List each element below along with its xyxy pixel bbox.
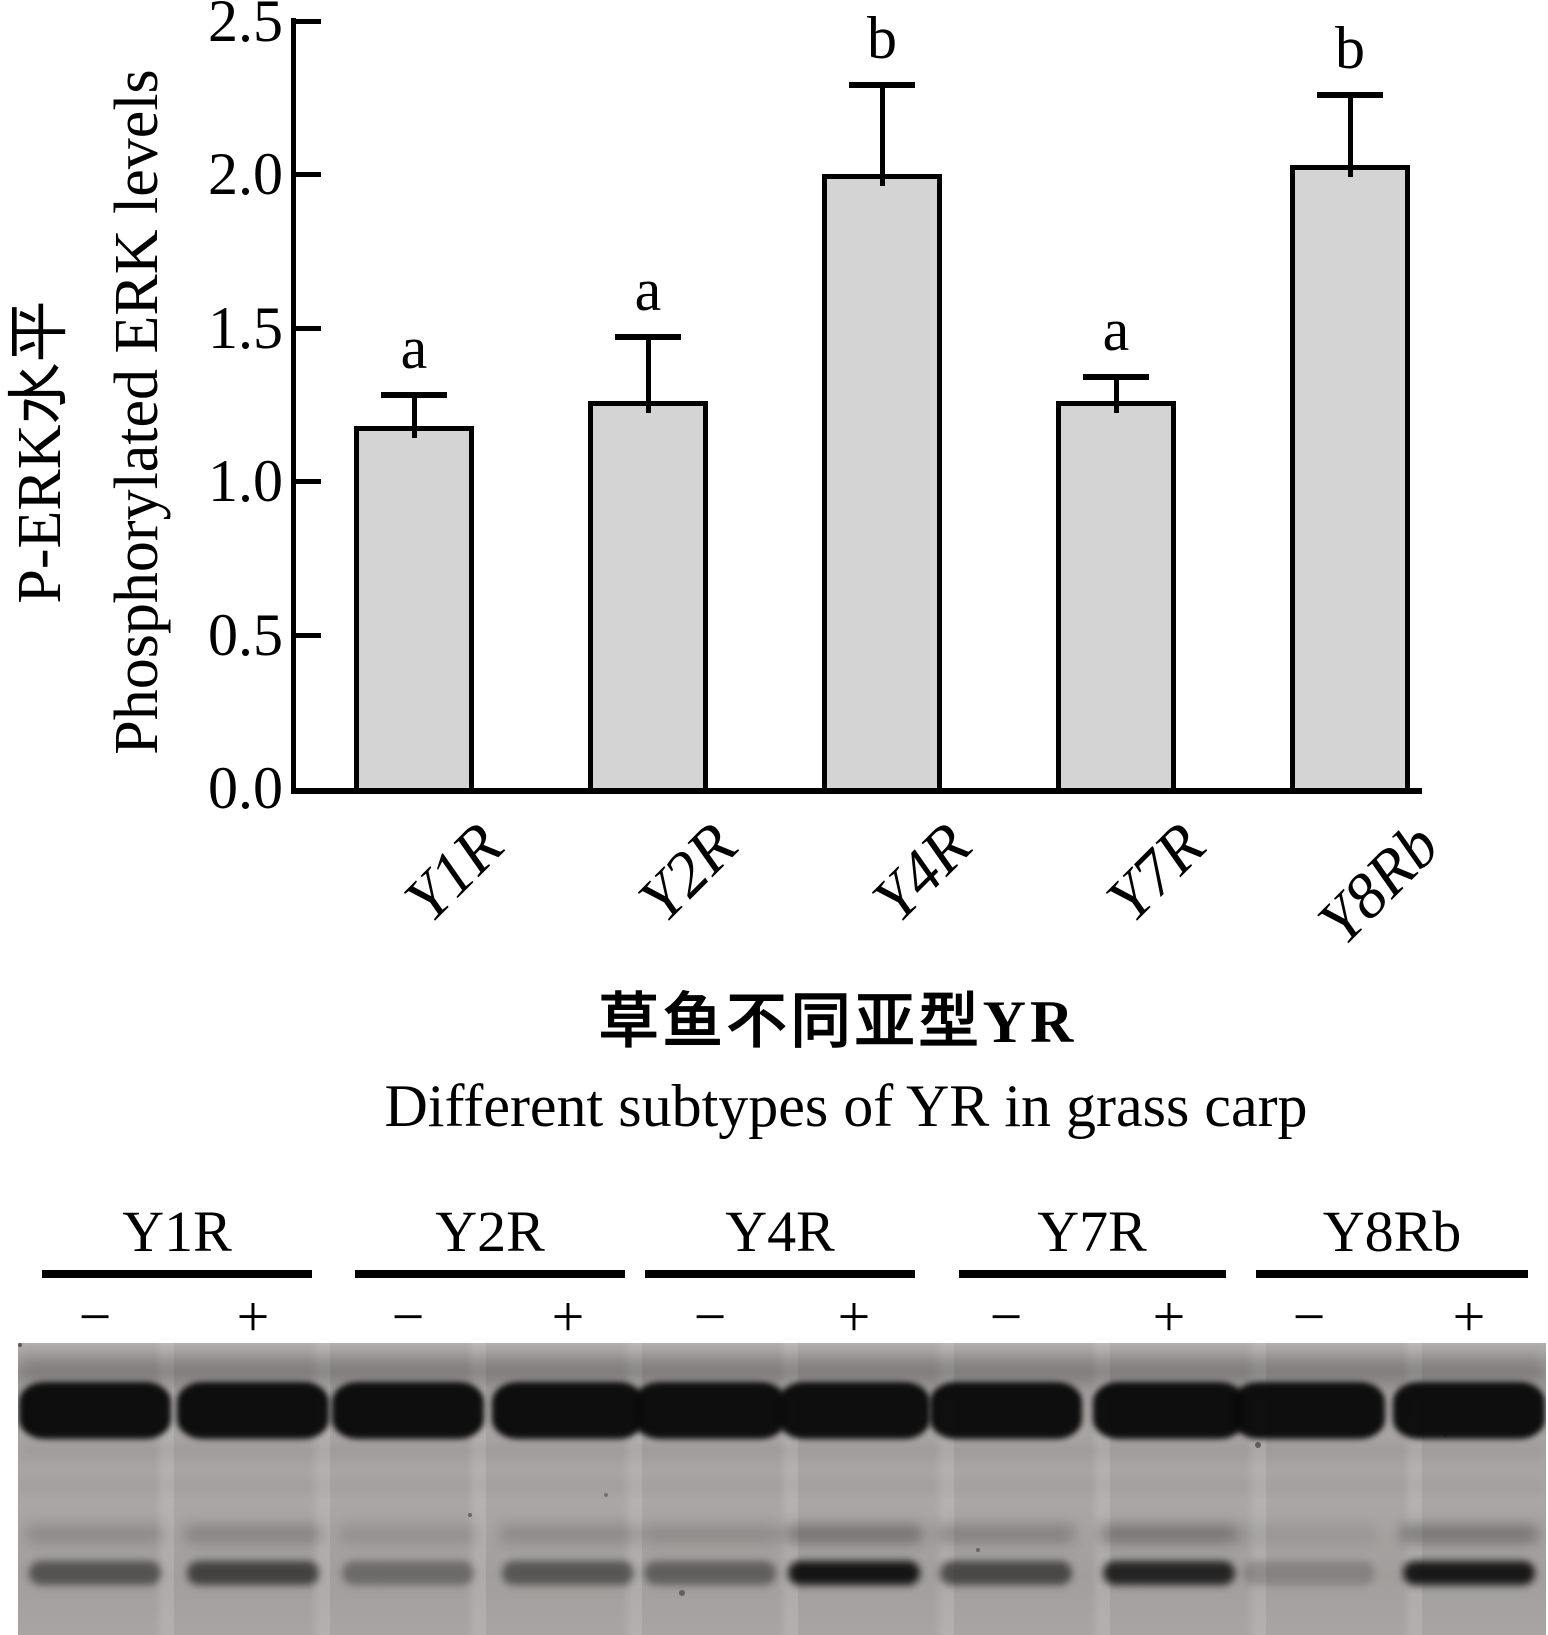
- blot-group-label-Y4R: Y4R: [725, 1199, 835, 1264]
- error-bar-stem-Y7R: [1114, 377, 1119, 414]
- blot-group-underline-Y1R: [42, 1270, 312, 1278]
- total-erk-band-Y4R-minus: [634, 1382, 786, 1439]
- lane-condition-sign-Y1R-plus: +: [236, 1284, 270, 1349]
- x-axis-line: [291, 788, 1422, 794]
- error-bar-stem-Y8Rb: [1348, 95, 1353, 178]
- p-erk-band-Y7R-plus: [1103, 1561, 1235, 1585]
- error-bar-cap-Y4R: [849, 82, 915, 89]
- total-erk-band-Y8Rb-minus: [1233, 1382, 1385, 1439]
- significance-letter-Y1R: a: [400, 315, 428, 382]
- blot-group-label-Y1R: Y1R: [122, 1199, 232, 1264]
- blot-top-smear: [18, 1357, 1546, 1383]
- y-axis-line: [291, 18, 296, 794]
- lane-condition-sign-Y7R-minus: −: [989, 1284, 1023, 1349]
- total-erk-band-Y2R-minus: [332, 1382, 484, 1439]
- y-tick-label-0.0: 0.0: [208, 755, 283, 821]
- lane-smear-Y7R-plus: [1099, 1525, 1239, 1543]
- lane-smear-Y8Rb-plus: [1399, 1525, 1539, 1543]
- blot-group-underline-Y7R: [959, 1270, 1226, 1278]
- lane-condition-sign-Y2R-minus: −: [391, 1284, 425, 1349]
- y-tick-label-1.0: 1.0: [208, 448, 283, 515]
- p-erk-band-Y4R-minus: [644, 1561, 776, 1585]
- error-bar-cap-Y7R: [1083, 373, 1149, 380]
- x-tick-label-Y1R: Y1R: [390, 809, 517, 935]
- total-erk-band-Y7R-plus: [1093, 1382, 1245, 1439]
- lane-condition-sign-Y8Rb-minus: −: [1292, 1284, 1326, 1349]
- total-erk-band-Y1R-plus: [177, 1382, 329, 1439]
- p-erk-band-Y2R-minus: [342, 1561, 474, 1585]
- p-erk-band-Y2R-plus: [502, 1561, 634, 1585]
- lane-smear-Y2R-minus: [338, 1525, 478, 1543]
- significance-letter-Y4R: b: [867, 5, 897, 72]
- y-tick-label-2.5: 2.5: [208, 0, 283, 54]
- lane-smear-Y7R-minus: [936, 1525, 1076, 1543]
- blot-group-underline-Y2R: [355, 1270, 625, 1278]
- significance-letter-Y7R: a: [1102, 296, 1130, 363]
- bar-Y8Rb: [1290, 165, 1410, 793]
- blot-group-label-Y8Rb: Y8Rb: [1322, 1199, 1462, 1264]
- error-bar-cap-Y2R: [615, 333, 681, 340]
- y-tick-mark-1.0: [296, 479, 321, 485]
- y-tick-mark-0.5: [296, 632, 321, 638]
- blot-group-label-Y2R: Y2R: [435, 1199, 545, 1264]
- error-bar-cap-Y1R: [381, 392, 447, 399]
- blot-group-label-Y7R: Y7R: [1037, 1199, 1147, 1264]
- y-tick-label-0.5: 0.5: [208, 601, 283, 668]
- lane-smear-Y4R-plus: [784, 1525, 924, 1543]
- bar-Y4R: [822, 174, 942, 793]
- bar-Y2R: [588, 401, 708, 793]
- error-bar-stem-Y2R: [646, 337, 651, 414]
- lane-smear-Y1R-minus: [25, 1525, 165, 1543]
- lane-smear-Y8Rb-minus: [1239, 1525, 1379, 1543]
- error-bar-stem-Y4R: [880, 86, 885, 187]
- lane-condition-sign-Y7R-plus: +: [1152, 1284, 1186, 1349]
- total-erk-band-Y1R-minus: [19, 1382, 171, 1439]
- bar-Y7R: [1056, 401, 1176, 793]
- lane-condition-sign-Y4R-minus: −: [693, 1284, 727, 1349]
- significance-letter-Y8Rb: b: [1335, 14, 1365, 81]
- p-erk-band-Y1R-minus: [29, 1561, 161, 1585]
- blot-group-underline-Y8Rb: [1256, 1270, 1528, 1278]
- p-erk-band-Y7R-minus: [940, 1561, 1072, 1585]
- lane-smear-Y1R-plus: [183, 1525, 323, 1543]
- western-blot-image: [18, 1343, 1546, 1635]
- bar-Y1R: [354, 425, 474, 793]
- lane-condition-sign-Y1R-minus: −: [78, 1284, 112, 1349]
- blot-speckles: [18, 1343, 22, 1347]
- significance-letter-Y2R: a: [634, 256, 662, 323]
- lane-smear-Y4R-minus: [640, 1525, 780, 1543]
- blot-group-underline-Y4R: [645, 1270, 915, 1278]
- total-erk-band-Y4R-plus: [778, 1382, 930, 1439]
- lane-condition-sign-Y2R-plus: +: [551, 1284, 585, 1349]
- x-tick-label-Y7R: Y7R: [1092, 809, 1219, 935]
- p-erk-band-Y1R-plus: [187, 1561, 319, 1585]
- error-bar-stem-Y1R: [412, 396, 417, 438]
- blot-faint-row: [18, 1445, 1546, 1457]
- y-tick-mark-1.5: [296, 325, 321, 331]
- total-erk-band-Y2R-plus: [492, 1382, 644, 1439]
- x-axis-label-zh: 草鱼不同亚型YR: [598, 989, 1078, 1055]
- y-tick-label-1.5: 1.5: [208, 294, 283, 361]
- y-tick-mark-2.5: [296, 19, 321, 24]
- x-tick-label-Y4R: Y4R: [858, 809, 985, 935]
- p-erk-band-Y8Rb-plus: [1403, 1561, 1535, 1585]
- blot-faint-row: [18, 1481, 1546, 1491]
- lane-smear-Y2R-plus: [498, 1525, 638, 1543]
- x-tick-label-Y8Rb: Y8Rb: [1304, 809, 1453, 958]
- x-tick-label-Y2R: Y2R: [624, 809, 751, 935]
- lane-condition-sign-Y8Rb-plus: +: [1452, 1284, 1486, 1349]
- y-axis-label-zh: P-ERK水平: [6, 300, 74, 604]
- error-bar-cap-Y8Rb: [1317, 91, 1383, 98]
- y-tick-mark-2.0: [296, 172, 321, 178]
- total-erk-band-Y8Rb-plus: [1393, 1382, 1545, 1439]
- x-axis-label-en: Different subtypes of YR in grass carp: [384, 1073, 1308, 1139]
- lane-condition-sign-Y4R-plus: +: [837, 1284, 871, 1349]
- total-erk-band-Y7R-minus: [930, 1382, 1082, 1439]
- p-erk-band-Y4R-plus: [788, 1561, 920, 1585]
- p-erk-band-Y8Rb-minus: [1243, 1561, 1375, 1585]
- y-tick-label-2.0: 2.0: [208, 141, 283, 208]
